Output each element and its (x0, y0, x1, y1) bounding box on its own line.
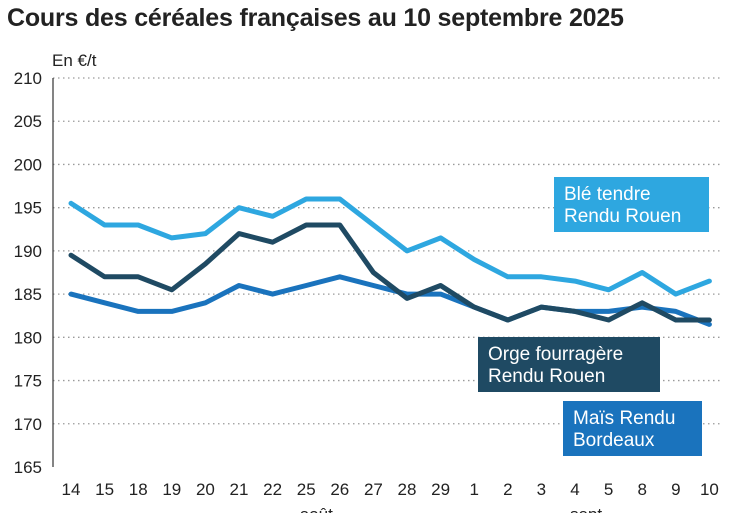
y-tick-label: 170 (14, 415, 42, 434)
x-tick-label: 10 (700, 480, 719, 499)
x-tick-label: 5 (604, 480, 613, 499)
x-tick-label: 26 (330, 480, 349, 499)
x-month-label: sept. (570, 505, 607, 513)
y-axis-unit-label: En €/t (52, 51, 97, 70)
x-tick-label: 20 (196, 480, 215, 499)
series-label-text: Blé tendre Rendu Rouen (564, 184, 681, 227)
chart-title: Cours des céréales françaises au 10 sept… (7, 4, 624, 32)
x-tick-label: 29 (431, 480, 450, 499)
x-tick-label: 19 (162, 480, 181, 499)
y-tick-label: 165 (14, 458, 42, 477)
x-tick-label: 3 (537, 480, 546, 499)
x-tick-label: 14 (62, 480, 81, 499)
x-tick-label: 18 (129, 480, 148, 499)
series-line-1 (68, 222, 712, 323)
y-tick-label: 190 (14, 242, 42, 261)
series-label-box (554, 177, 709, 232)
y-tick-label: 210 (14, 69, 42, 88)
series-lines (68, 196, 712, 327)
y-tick-label: 205 (14, 112, 42, 131)
x-tick-label: 27 (364, 480, 383, 499)
y-tick-label: 195 (14, 199, 42, 218)
y-tick-label: 185 (14, 285, 42, 304)
x-tick-label: 28 (398, 480, 417, 499)
x-tick-label: 1 (469, 480, 478, 499)
x-tick-label: 8 (637, 480, 646, 499)
series-label-text: Maïs Rendu Bordeaux (573, 408, 675, 451)
x-tick-label: 25 (297, 480, 316, 499)
x-tick-label: 4 (570, 480, 579, 499)
x-tick-label: 9 (671, 480, 680, 499)
x-tick-label: 22 (263, 480, 282, 499)
x-axis-ticks: 14 15 18 19 20 21 22 25 26 27 28 29 1 2 3 4 5 8 9 10 (62, 480, 719, 499)
x-tick-label: 2 (503, 480, 512, 499)
x-axis-month-labels: août sept. (300, 505, 607, 513)
x-tick-label: 15 (95, 480, 114, 499)
series-line-0 (68, 196, 712, 297)
series-label-text: Orge fourragère Rendu Rouen (488, 344, 623, 387)
y-tick-label: 180 (14, 328, 42, 347)
x-month-label: août (300, 505, 333, 513)
grid-lines (53, 77, 722, 425)
x-tick-label: 21 (230, 480, 249, 499)
y-axis-ticks: 165 170 175 180 185 190 195 200 205 210 (14, 69, 42, 477)
series-labels: Blé tendre Rendu Rouen Orge fourragère Rend… (478, 177, 709, 456)
series-label-box (478, 337, 660, 392)
series-line-2 (68, 274, 712, 327)
series-label-box (563, 401, 702, 456)
y-tick-label: 200 (14, 155, 42, 174)
y-tick-label: 175 (14, 372, 42, 391)
